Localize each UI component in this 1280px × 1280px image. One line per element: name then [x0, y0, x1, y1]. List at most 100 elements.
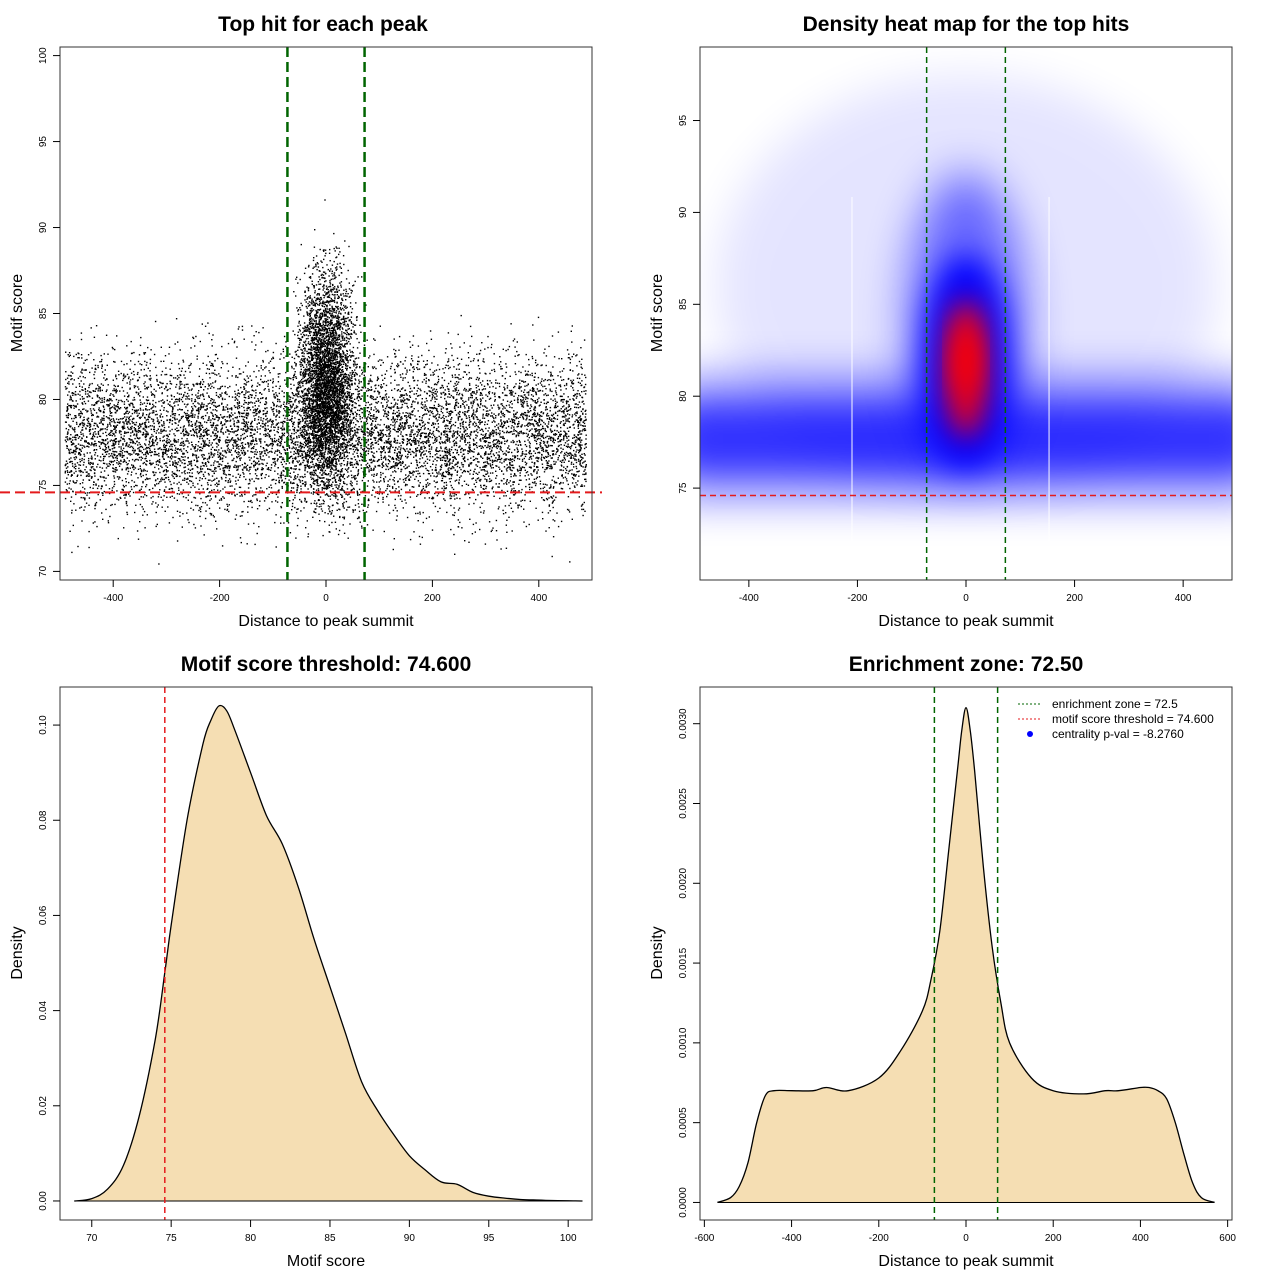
scatter-point [139, 417, 141, 420]
scatter-point [407, 381, 409, 384]
scatter-point [472, 473, 474, 475]
scatter-point [161, 405, 163, 407]
scatter-point [204, 428, 206, 431]
scatter-point [192, 482, 194, 484]
scatter-point [456, 436, 458, 439]
scatter-point [424, 460, 427, 463]
scatter-point [556, 425, 559, 428]
scatter-point [468, 463, 470, 466]
scatter-point [145, 495, 148, 497]
scatter-point [227, 462, 229, 465]
scatter-point [462, 376, 464, 378]
scatter-point [253, 335, 255, 337]
scatter-point [66, 433, 69, 435]
scatter-point [388, 455, 390, 457]
scatter-point [110, 425, 112, 427]
scatter-point [379, 451, 382, 453]
scatter-point [239, 439, 242, 441]
scatter-point [268, 469, 270, 471]
scatter-point [405, 479, 407, 481]
scatter-point [431, 410, 433, 413]
scatter-point [366, 466, 368, 468]
scatter-point [519, 472, 521, 474]
scatter-point [400, 431, 402, 433]
scatter-point [221, 416, 223, 418]
scatter-point [394, 422, 396, 424]
scatter-point [206, 444, 208, 446]
scatter-point [190, 486, 192, 489]
scatter-point [103, 480, 106, 482]
scatter-point [292, 411, 295, 413]
scatter-point [573, 455, 575, 457]
scatter-point [256, 475, 258, 477]
scatter-point [525, 485, 527, 488]
scatter-point [443, 434, 445, 436]
scatter-point [191, 400, 193, 402]
scatter-point [355, 431, 357, 434]
scatter-point [560, 520, 563, 523]
scatter-point [111, 434, 114, 437]
scatter-point [375, 401, 377, 404]
scatter-point [504, 377, 506, 380]
scatter-point [123, 447, 125, 450]
scatter-point [239, 459, 241, 461]
scatter-point [424, 413, 426, 415]
scatter-point [438, 435, 440, 438]
scatter-point [273, 437, 276, 440]
scatter-point [413, 433, 415, 436]
scatter-point [561, 395, 563, 398]
scatter-point [120, 460, 122, 462]
scatter-point [557, 459, 559, 461]
scatter-point [137, 409, 140, 411]
scatter-point [77, 357, 79, 359]
scatter-point [196, 471, 199, 473]
scatter-point [560, 389, 562, 391]
scatter-point [430, 407, 433, 409]
scatter-point [486, 423, 489, 425]
scatter-point [436, 428, 438, 430]
scatter-point [546, 418, 548, 420]
scatter-point [437, 510, 439, 513]
scatter-point [337, 469, 340, 472]
scatter-point [569, 447, 572, 450]
scatter-point [99, 499, 101, 501]
scatter-point [236, 421, 238, 424]
scatter-point [134, 467, 137, 469]
scatter-point [561, 370, 564, 372]
scatter-point [202, 439, 204, 442]
scatter-point [194, 400, 197, 402]
scatter-point [470, 450, 472, 452]
scatter-point [129, 388, 131, 390]
scatter-point [584, 460, 586, 462]
scatter-point [429, 450, 431, 453]
scatter-point [172, 408, 174, 411]
scatter-point [324, 447, 327, 450]
scatter-point [94, 371, 96, 373]
scatter-point [567, 496, 570, 498]
scatter-point [278, 392, 280, 395]
scatter-point [475, 437, 477, 439]
scatter-point [79, 385, 81, 387]
scatter-point [531, 416, 533, 419]
scatter-point [298, 460, 300, 462]
scatter-point [88, 384, 91, 387]
scatter-point [481, 502, 483, 504]
scatter-point [521, 380, 523, 382]
scatter-point [194, 398, 196, 401]
scatter-point [217, 451, 219, 453]
scatter-point [525, 373, 527, 376]
scatter-point [459, 425, 462, 427]
scatter-point [508, 466, 511, 468]
scatter-point [447, 332, 450, 334]
scatter-point [455, 414, 458, 416]
scatter-point [401, 468, 403, 471]
scatter-point [204, 414, 207, 417]
scatter-point [95, 483, 97, 485]
scatter-point [288, 402, 290, 405]
scatter-point [482, 430, 484, 433]
scatter-point [562, 379, 565, 381]
scatter-point [70, 398, 73, 401]
scatter-point [271, 421, 274, 424]
scatter-point [153, 405, 155, 407]
scatter-point [445, 446, 447, 449]
